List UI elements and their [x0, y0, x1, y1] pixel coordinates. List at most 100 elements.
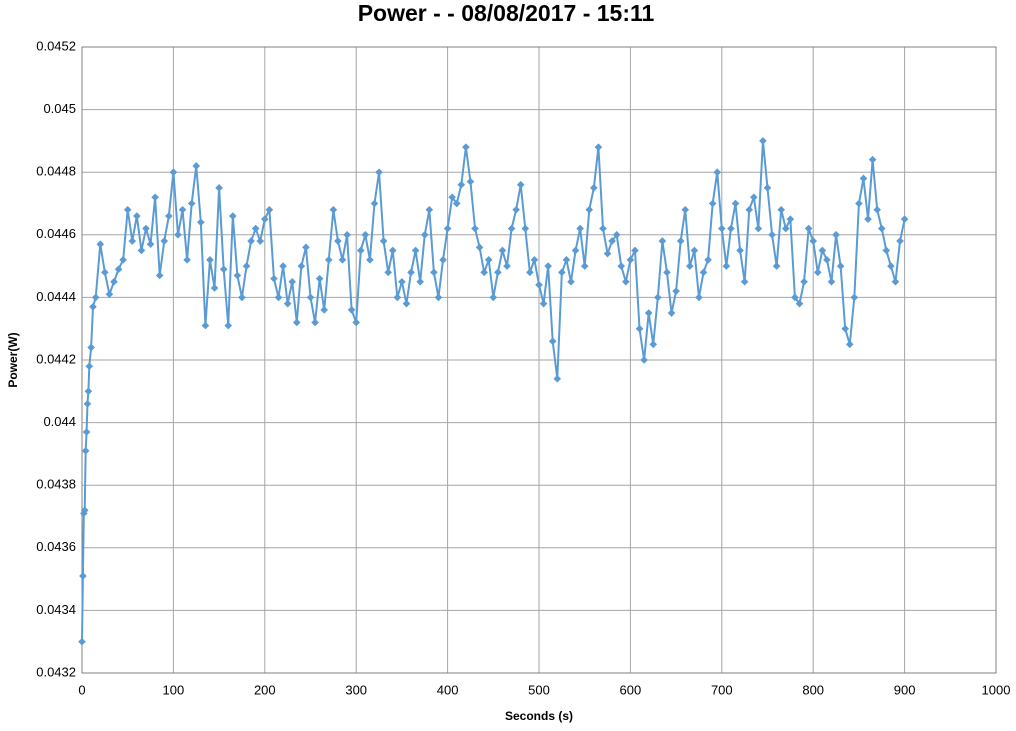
- y-axis-title: Power(W): [6, 332, 20, 387]
- data-point: [480, 268, 488, 277]
- data-point: [146, 240, 155, 248]
- data-point: [128, 237, 137, 245]
- data-point: [475, 243, 484, 252]
- data-point: [466, 177, 475, 186]
- data-point: [612, 231, 621, 239]
- data-point: [768, 231, 776, 239]
- data-point: [279, 262, 287, 270]
- data-point: [238, 293, 246, 302]
- data-point: [494, 268, 502, 277]
- data-point: [617, 262, 626, 270]
- data-point: [507, 224, 516, 233]
- data-point: [370, 199, 379, 208]
- x-tick-label: 800: [802, 682, 824, 697]
- data-point: [416, 277, 424, 286]
- data-point: [384, 268, 392, 277]
- x-tick-label: 300: [345, 682, 367, 697]
- data-point: [343, 231, 351, 239]
- data-point: [393, 293, 402, 302]
- data-point: [786, 215, 795, 223]
- data-point: [430, 268, 438, 277]
- data-point: [356, 246, 365, 255]
- data-point: [105, 290, 114, 299]
- chart-title: Power - - 08/08/2017 - 15:11: [358, 0, 655, 26]
- data-point: [338, 256, 347, 264]
- data-point: [681, 205, 690, 214]
- data-point: [110, 277, 118, 286]
- data-point: [640, 356, 648, 364]
- y-tick-label: 0.045: [43, 101, 76, 116]
- data-point: [83, 400, 92, 408]
- data-point: [297, 262, 306, 270]
- data-point: [658, 237, 667, 245]
- data-point: [626, 256, 635, 264]
- data-point: [603, 249, 612, 258]
- data-point: [882, 246, 891, 255]
- data-point: [567, 277, 575, 286]
- data-point: [471, 224, 479, 233]
- data-point: [690, 246, 699, 255]
- data-point: [576, 224, 584, 233]
- data-point: [206, 256, 214, 264]
- data-point: [521, 224, 530, 233]
- data-point: [443, 224, 452, 233]
- data-point: [498, 246, 507, 255]
- data-point: [558, 268, 566, 277]
- data-point: [809, 237, 817, 245]
- data-point: [516, 180, 525, 189]
- data-point: [197, 218, 205, 227]
- data-point: [352, 318, 360, 327]
- data-point: [777, 205, 786, 214]
- data-point: [448, 193, 456, 202]
- data-point: [704, 256, 712, 264]
- data-point: [101, 268, 109, 277]
- data-point: [270, 274, 278, 283]
- data-point: [896, 237, 904, 245]
- data-point: [79, 572, 87, 580]
- data-point: [553, 374, 562, 383]
- data-point: [827, 277, 836, 286]
- data-point: [292, 318, 301, 327]
- data-point: [512, 205, 520, 214]
- data-point: [845, 340, 854, 349]
- y-tick-label: 0.0434: [36, 602, 76, 617]
- data-point: [818, 246, 827, 255]
- data-point: [366, 256, 374, 264]
- y-tick-label: 0.0452: [36, 38, 76, 53]
- data-point: [219, 265, 228, 274]
- y-tick-label: 0.0446: [36, 226, 76, 241]
- data-point: [791, 293, 799, 302]
- data-point: [183, 256, 191, 264]
- y-tick-label: 0.0448: [36, 164, 76, 179]
- data-point: [85, 362, 94, 371]
- data-point: [402, 299, 411, 308]
- data-point: [585, 205, 594, 214]
- data-point: [740, 277, 749, 286]
- data-point: [155, 271, 164, 280]
- data-point: [503, 262, 511, 270]
- x-tick-label: 600: [620, 682, 642, 697]
- data-point: [192, 162, 201, 170]
- data-point: [631, 246, 639, 255]
- data-point: [165, 212, 173, 220]
- data-point: [81, 446, 90, 455]
- data-point: [439, 256, 447, 264]
- data-point: [265, 205, 274, 214]
- x-tick-label: 200: [254, 682, 276, 697]
- data-point: [302, 243, 310, 252]
- data-point: [727, 224, 735, 233]
- data-point: [571, 246, 580, 255]
- data-point: [457, 180, 466, 189]
- data-point: [151, 193, 159, 202]
- data-point: [242, 262, 251, 270]
- y-tick-label: 0.0438: [36, 477, 76, 492]
- data-point: [229, 212, 237, 220]
- data-point: [718, 224, 726, 233]
- data-point: [544, 262, 552, 270]
- data-point: [736, 246, 744, 255]
- x-tick-label: 400: [437, 682, 459, 697]
- data-point: [133, 212, 141, 220]
- data-point: [174, 231, 182, 239]
- data-point: [864, 215, 872, 223]
